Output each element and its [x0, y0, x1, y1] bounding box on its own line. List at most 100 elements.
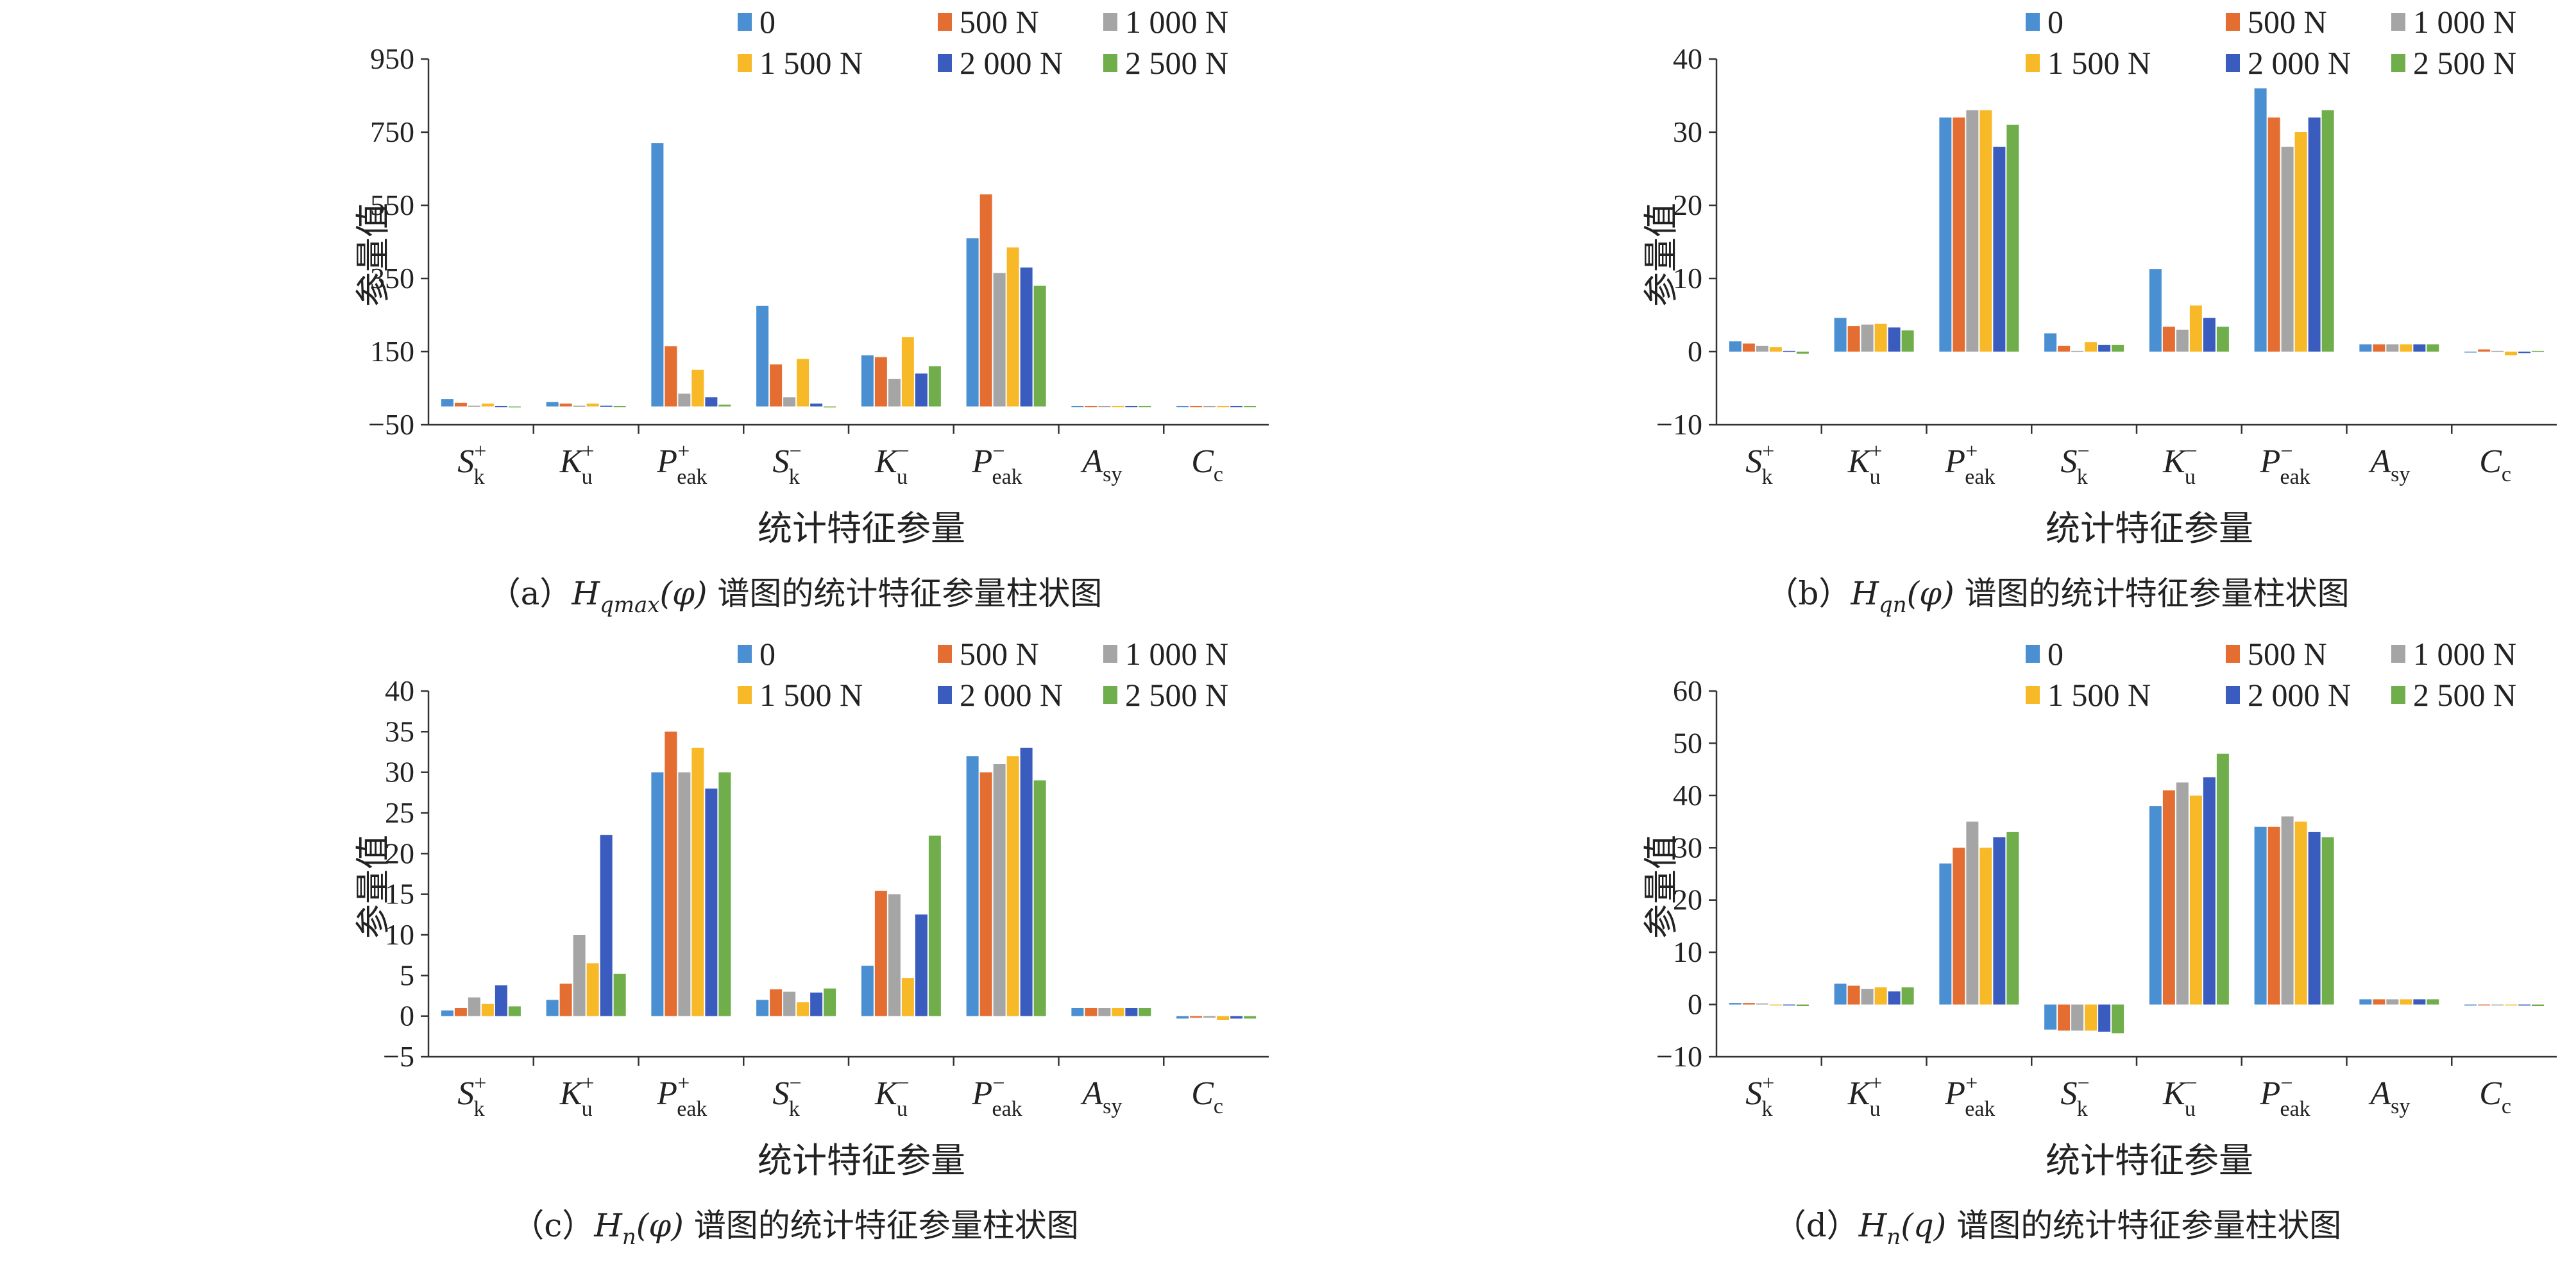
category-label-0: S+ k	[1745, 440, 1774, 489]
legend-label-0: 0	[759, 636, 775, 672]
legend-swatch-0	[2026, 13, 2040, 31]
bar-a-4-2	[705, 397, 718, 407]
bar-a-4-7	[1230, 406, 1243, 407]
bar-d-0-1	[1834, 984, 1847, 1005]
y-tick-label: 20	[1673, 189, 1702, 221]
bar-b-0-0	[1729, 341, 1741, 352]
bar-a-2-7	[1203, 406, 1216, 407]
bar-b-3-7	[2505, 352, 2518, 355]
y-tick-label: 30	[1673, 831, 1702, 864]
bar-d-1-4	[2162, 790, 2175, 1005]
bar-c-1-0	[454, 1008, 467, 1016]
bar-b-4-2	[1993, 146, 2006, 352]
bar-c-3-4	[901, 978, 914, 1016]
bar-c-2-0	[468, 997, 480, 1016]
bar-c-2-3	[783, 991, 796, 1016]
bar-b-1-5	[2267, 117, 2280, 352]
bar-d-4-2	[1993, 837, 2006, 1005]
bar-b-2-6	[2386, 344, 2399, 352]
legend-swatch-4	[938, 54, 952, 72]
legend-label-1: 500 N	[2248, 636, 2327, 672]
bar-c-4-1	[600, 835, 613, 1016]
y-tick-label: 40	[1673, 779, 1702, 812]
category-label-3: S− k	[2061, 1072, 2090, 1121]
bar-a-3-5	[1006, 247, 1019, 407]
legend-swatch-4	[938, 686, 952, 704]
bar-b-4-6	[2413, 344, 2426, 352]
bar-d-2-0	[1756, 1003, 1768, 1005]
bar-a-0-0	[441, 399, 453, 407]
bar-c-3-7	[1217, 1016, 1230, 1020]
legend-label-4: 2 000 N	[960, 677, 1063, 713]
category-label-3: S− k	[2061, 440, 2090, 489]
bar-c-3-0	[481, 1004, 494, 1016]
bar-d-4-0	[1783, 1004, 1795, 1006]
category-label-0: S+ k	[1745, 1072, 1774, 1121]
bar-d-0-0	[1729, 1003, 1741, 1005]
category-label-6: Asy	[2368, 1075, 2410, 1118]
bar-c-5-3	[824, 988, 836, 1016]
legend-label-3: 1 500 N	[759, 45, 863, 81]
category-label-6: Asy	[2368, 443, 2410, 486]
bar-b-0-5	[2254, 88, 2267, 352]
bar-a-3-1	[586, 403, 599, 407]
bar-c-5-7	[1244, 1016, 1257, 1019]
bar-c-2-2	[678, 772, 691, 1016]
bar-a-0-1	[546, 402, 559, 407]
legend-label-2: 1 000 N	[1125, 636, 1228, 672]
x-axis-title: 统计特征参量	[2046, 1140, 2253, 1181]
bar-d-3-4	[2189, 795, 2202, 1005]
bar-c-2-5	[993, 764, 1006, 1016]
bar-b-1-1	[1847, 326, 1860, 352]
bar-b-0-6	[2359, 344, 2372, 352]
bar-b-4-3	[2098, 345, 2111, 352]
legend-swatch-3	[738, 54, 752, 72]
bar-b-4-0	[1783, 350, 1795, 352]
legend-swatch-2	[2391, 645, 2405, 663]
bar-d-5-5	[2321, 837, 2334, 1005]
legend-label-1: 500 N	[2248, 4, 2327, 40]
bar-b-5-1	[1901, 330, 1914, 352]
legend-label-2: 1 000 N	[2413, 636, 2516, 672]
bar-c-2-6	[1098, 1008, 1111, 1016]
bar-d-0-3	[2044, 1004, 2057, 1030]
bar-b-5-6	[2427, 344, 2439, 352]
legend-swatch-5	[2391, 686, 2405, 704]
bar-a-0-6	[1071, 406, 1084, 407]
bar-a-1-2	[665, 346, 677, 407]
y-tick-label: 30	[1673, 115, 1702, 148]
bar-d-0-4	[2149, 806, 2162, 1005]
bar-a-2-2	[678, 393, 691, 407]
bar-a-2-6	[1098, 406, 1111, 407]
category-label-6: Asy	[1080, 1075, 1122, 1118]
legend-swatch-3	[2026, 54, 2040, 72]
bar-d-2-7	[2491, 1004, 2504, 1006]
bar-d-1-5	[2267, 826, 2280, 1005]
bar-c-1-3	[770, 989, 783, 1016]
category-label-1: K+ u	[1847, 1072, 1883, 1121]
legend-label-5: 2 500 N	[2413, 45, 2516, 81]
bar-b-0-7	[2464, 352, 2477, 353]
legend-swatch-3	[2026, 686, 2040, 704]
bar-a-3-3	[797, 359, 809, 407]
bar-c-4-3	[810, 992, 823, 1016]
bar-d-5-0	[1796, 1004, 1809, 1007]
bar-d-5-4	[2216, 753, 2229, 1005]
y-tick-label: −10	[1656, 1040, 1702, 1073]
bar-c-5-1	[613, 973, 626, 1016]
legend-label-0: 0	[2047, 636, 2063, 672]
category-label-6: Asy	[1080, 443, 1122, 486]
bar-a-3-7	[1217, 406, 1230, 407]
bar-d-2-1	[1861, 989, 1874, 1005]
bar-c-3-2	[691, 747, 704, 1016]
bar-b-1-0	[1742, 343, 1755, 352]
bar-d-3-6	[2400, 999, 2412, 1005]
bar-b-3-4	[2189, 305, 2202, 352]
bar-b-2-7	[2491, 350, 2504, 352]
legend-label-1: 500 N	[960, 636, 1039, 672]
category-label-2: P+ eak	[656, 440, 707, 489]
bar-a-1-4	[874, 357, 887, 407]
chart-panel-b: −10 0 10 20 30 40 S+ k K+ u P+ eak S− k K− u P− eak Asy Cc 统…	[1288, 0, 2576, 632]
category-label-4: K− u	[874, 1072, 910, 1121]
